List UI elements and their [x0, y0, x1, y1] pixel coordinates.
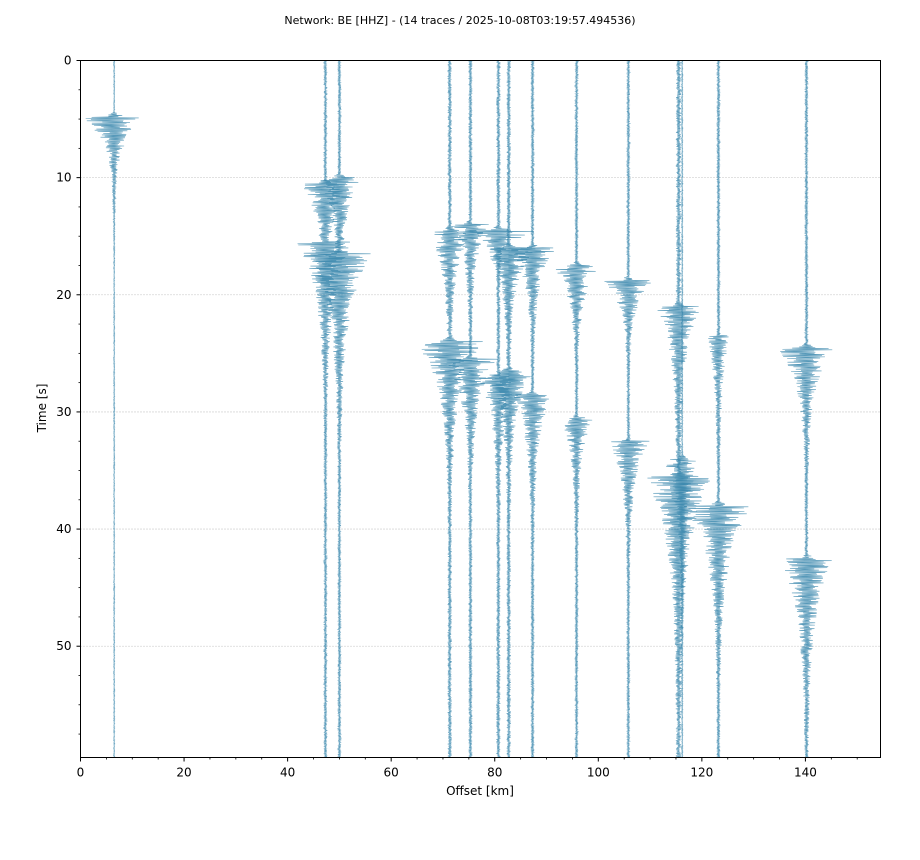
y-axis-ticks: 0 10 20 30 40 50	[56, 54, 81, 735]
x-tick-label: 80	[487, 766, 502, 780]
seismic-trace	[666, 60, 696, 758]
x-tick-label: 60	[384, 766, 399, 780]
seismic-trace	[463, 60, 535, 758]
seismic-trace	[446, 60, 498, 758]
y-tick-label: 20	[56, 288, 71, 302]
y-tick-label: 50	[56, 639, 71, 653]
trace-layer	[85, 60, 833, 758]
y-tick-label: 10	[56, 171, 71, 185]
y-tick-label: 40	[56, 522, 71, 536]
seismic-trace	[604, 60, 651, 758]
seismic-trace	[780, 60, 833, 758]
y-tick-label: 0	[64, 54, 72, 68]
seismic-trace	[85, 60, 139, 758]
seismic-trace	[489, 60, 536, 758]
y-axis-label: Time [s]	[35, 384, 49, 434]
seismic-trace	[683, 60, 749, 758]
seismic-trace	[297, 60, 350, 758]
x-axis-label: Offset [km]	[446, 784, 514, 798]
seismic-trace	[555, 60, 596, 758]
chart-title: Network: BE [HHZ] - (14 traces / 2025-10…	[284, 14, 636, 27]
x-axis-ticks: 0 20 40 60 80 100 120 140	[77, 757, 858, 780]
seismic-trace	[647, 60, 710, 758]
x-tick-label: 120	[690, 766, 713, 780]
x-tick-label: 140	[794, 766, 817, 780]
plot-frame	[80, 60, 881, 758]
grid-lines	[80, 177, 881, 647]
seismic-trace	[511, 60, 554, 758]
y-tick-label: 30	[56, 405, 71, 419]
x-tick-label: 20	[176, 766, 191, 780]
x-tick-label: 0	[77, 766, 85, 780]
seismic-trace	[421, 60, 483, 758]
seismic-trace	[310, 60, 371, 758]
x-tick-label: 40	[280, 766, 295, 780]
x-tick-label: 100	[587, 766, 610, 780]
